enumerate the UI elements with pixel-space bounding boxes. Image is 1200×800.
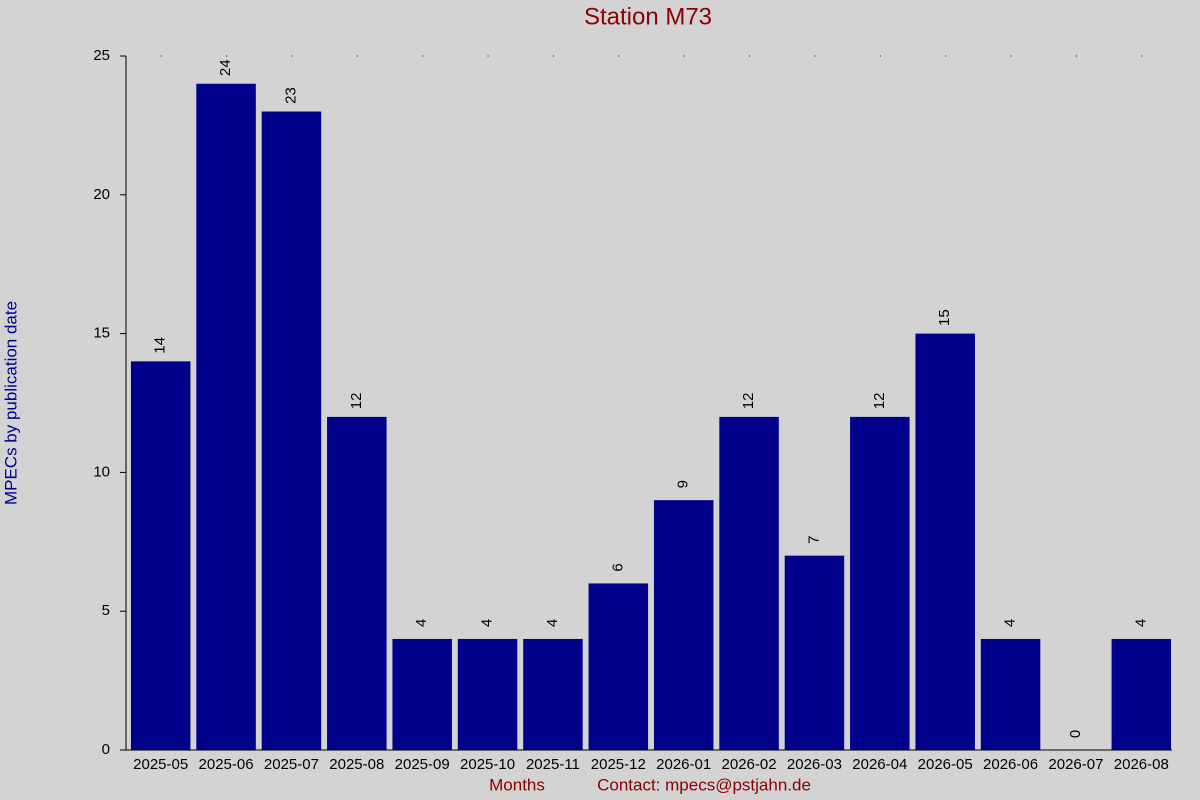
bar bbox=[719, 416, 779, 750]
x-tick-label: 2026-08 bbox=[1114, 756, 1169, 773]
value-label: 9 bbox=[675, 480, 692, 488]
value-label: 6 bbox=[609, 563, 626, 571]
x-tick-label: 2025-07 bbox=[264, 756, 319, 773]
x-tick-label: 2025-08 bbox=[329, 756, 384, 773]
y-tick-label: 5 bbox=[102, 602, 110, 619]
y-tick-label: 0 bbox=[102, 741, 110, 758]
x-tick-label: 2025-11 bbox=[526, 756, 580, 773]
contact-note: Contact: mpecs@pstjahn.de bbox=[597, 775, 811, 794]
value-label: 4 bbox=[544, 619, 561, 627]
bar bbox=[588, 583, 649, 750]
x-tick-label: 2025-06 bbox=[199, 756, 254, 773]
x-tick-label: 2026-02 bbox=[722, 756, 777, 773]
value-label: 12 bbox=[348, 393, 365, 410]
bar bbox=[392, 638, 452, 750]
value-label: 4 bbox=[1132, 619, 1149, 627]
bar bbox=[196, 83, 256, 750]
x-tick-label: 2026-04 bbox=[852, 756, 907, 773]
y-tick-label: 15 bbox=[93, 325, 110, 342]
bar bbox=[850, 416, 910, 750]
bar bbox=[653, 500, 714, 750]
y-tick-label: 20 bbox=[93, 186, 110, 203]
bar bbox=[1111, 638, 1172, 750]
value-label: 7 bbox=[805, 536, 822, 544]
bar bbox=[130, 361, 191, 750]
x-tick-label: 2025-09 bbox=[395, 756, 450, 773]
x-tick-label: 2025-12 bbox=[591, 756, 646, 773]
x-tick-label: 2025-10 bbox=[460, 756, 515, 773]
y-tick-label: 10 bbox=[93, 463, 110, 480]
value-label: 4 bbox=[413, 619, 430, 627]
x-tick-label: 2026-01 bbox=[656, 756, 711, 773]
x-tick-label: 2026-05 bbox=[918, 756, 973, 773]
x-axis-label: Months bbox=[489, 775, 545, 794]
value-label: 12 bbox=[871, 393, 888, 410]
x-tick-label: 2025-05 bbox=[133, 756, 188, 773]
bar bbox=[980, 638, 1041, 750]
bar bbox=[261, 111, 322, 750]
x-tick-label: 2026-06 bbox=[983, 756, 1038, 773]
y-tick-label: 25 bbox=[93, 47, 110, 64]
bar bbox=[523, 638, 583, 750]
value-label: 0 bbox=[1067, 730, 1084, 738]
value-label: 15 bbox=[936, 309, 953, 326]
bar bbox=[915, 333, 975, 750]
value-label: 12 bbox=[740, 393, 757, 410]
bar bbox=[784, 555, 845, 750]
bar bbox=[457, 638, 518, 750]
y-axis-label: MPECs by publication date bbox=[1, 301, 20, 505]
x-tick-label: 2026-07 bbox=[1048, 756, 1103, 773]
x-tick-label: 2026-03 bbox=[787, 756, 842, 773]
value-label: 4 bbox=[1002, 619, 1019, 627]
value-label: 4 bbox=[479, 619, 496, 627]
chart-title: Station M73 bbox=[584, 3, 712, 30]
bar bbox=[327, 416, 387, 750]
value-label: 23 bbox=[282, 87, 299, 104]
value-label: 24 bbox=[217, 59, 234, 76]
value-label: 14 bbox=[152, 337, 169, 354]
